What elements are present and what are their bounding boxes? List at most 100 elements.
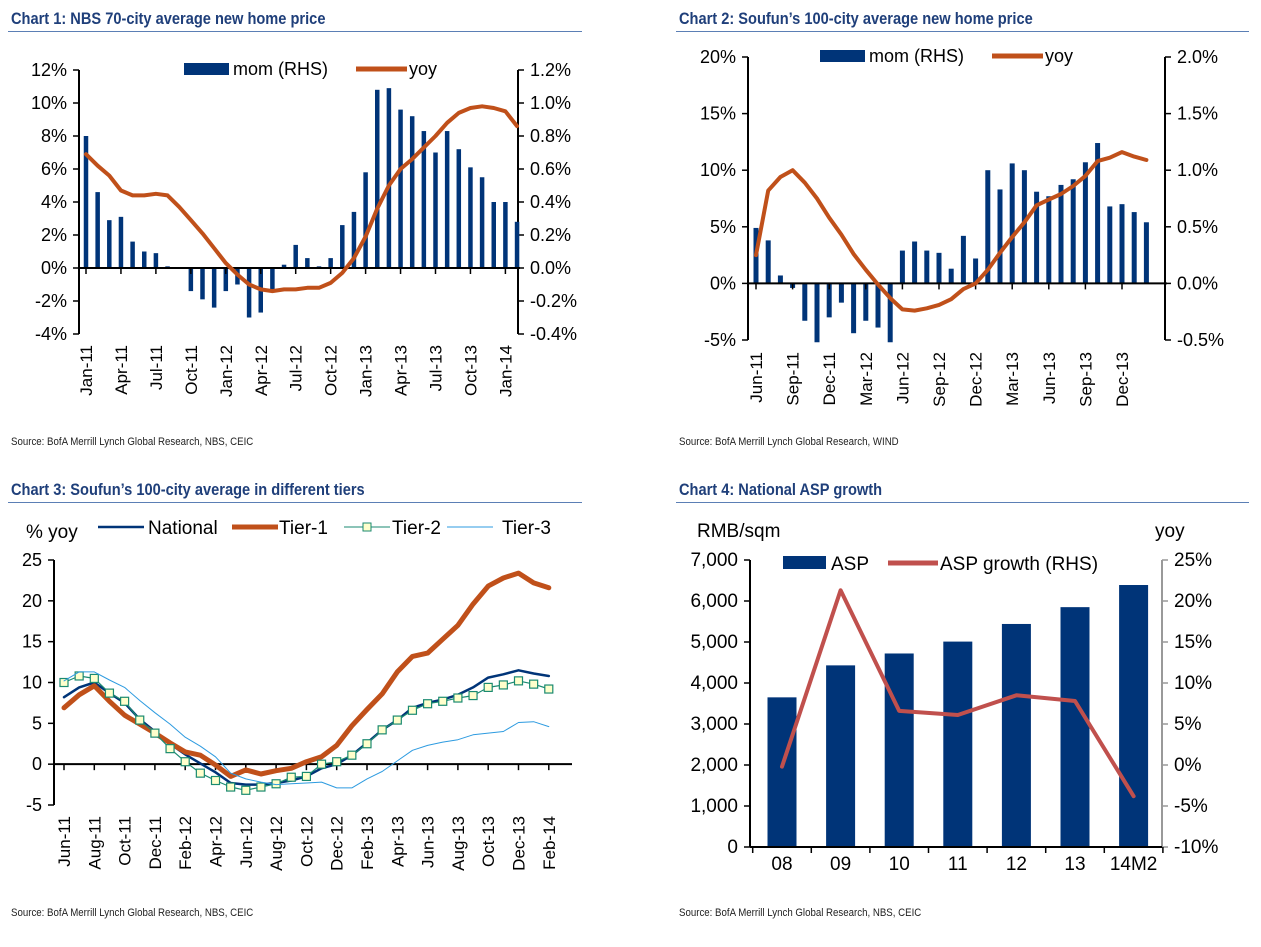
c1-line-yoy xyxy=(84,104,520,294)
c1-bar xyxy=(107,220,112,268)
c1-x-tick-label: Oct-13 xyxy=(461,345,480,396)
c4-x-tick-label: 12 xyxy=(1006,854,1027,875)
c3-x-tick-label: Feb-12 xyxy=(176,816,195,870)
c4-legend-label-growth: ASP growth (RHS) xyxy=(940,554,1098,575)
c1-bar xyxy=(468,167,473,268)
c3-x-tick-label: Aug-13 xyxy=(449,816,468,871)
c2-left-tick-label: 0% xyxy=(710,273,736,293)
c4-x-tick-label: 14M2 xyxy=(1110,854,1158,875)
c1-bar xyxy=(188,268,194,292)
chart3-source: Source: BofA Merrill Lynch Global Resear… xyxy=(11,907,254,919)
c3-marker xyxy=(513,676,524,686)
c3-left-tick-label: 5 xyxy=(32,713,42,733)
c3-x-tick-label: Apr-13 xyxy=(388,816,407,867)
c1-left-tick-label: -4% xyxy=(35,324,67,344)
c2-x-tick-label: Jun-11 xyxy=(747,352,766,403)
c4-bar xyxy=(1060,607,1090,847)
c1-chart: -4% -2% 0% 2% 4% 6% 8% 10% 12% -0.4% -0.2% 0.0% 0.2%… xyxy=(31,59,577,397)
c4-right-tick-label: 0% xyxy=(1174,755,1202,776)
c2-bar xyxy=(936,252,942,284)
c1-x-tick-label: Apr-11 xyxy=(112,345,131,395)
c3-marker xyxy=(392,715,402,725)
c1-bar xyxy=(351,211,357,268)
chart2-source: Source: BofA Merrill Lynch Global Resear… xyxy=(679,436,899,448)
c1-bar xyxy=(409,116,415,268)
c2-bar xyxy=(875,283,881,328)
c2-line-yoy xyxy=(754,150,1149,313)
chart1-source: Source: BofA Merrill Lynch Global Resear… xyxy=(11,436,254,448)
c2-x-tick-label: Dec-11 xyxy=(820,352,839,406)
c2-bar xyxy=(1082,162,1088,284)
c1-bar xyxy=(363,172,368,268)
chart4-source: Source: BofA Merrill Lynch Global Resear… xyxy=(679,907,922,919)
c1-bar xyxy=(444,131,450,268)
c3-x-tick-label: Oct-12 xyxy=(297,816,316,867)
c2-bar xyxy=(1070,179,1076,284)
c4-left-tick-label: 2,000 xyxy=(690,755,738,776)
c1-x-tick-label: Jul-13 xyxy=(427,345,446,391)
c1-x-tick-label: Jul-11 xyxy=(147,345,166,390)
c3-marker xyxy=(119,696,130,706)
c4-x-tick-label: 09 xyxy=(830,854,851,875)
c3-x-tick-label: Jun-12 xyxy=(237,816,256,868)
c3-marker xyxy=(241,785,251,795)
c3-marker xyxy=(468,690,478,701)
c4-bar xyxy=(1119,585,1149,847)
c2-x-tick-label: Sep-12 xyxy=(930,352,949,407)
c2-bar xyxy=(1021,170,1027,284)
c3-marker xyxy=(529,679,539,689)
c2-legend-label-mom: mom (RHS) xyxy=(869,46,964,66)
c2-bar xyxy=(765,240,771,284)
c1-bar xyxy=(270,268,275,292)
c3-line-tier-1 xyxy=(61,570,552,779)
c3-marker xyxy=(226,782,236,792)
c2-bar xyxy=(1119,204,1125,284)
c3-left-tick-label: -5 xyxy=(26,795,42,815)
c3-x-tick-label: Aug-12 xyxy=(267,816,286,871)
c2-right-tick-label: 1.5% xyxy=(1177,104,1218,124)
c4-right-tick-label: 25% xyxy=(1174,550,1212,571)
c4-right-tick-label: 15% xyxy=(1174,632,1212,653)
c4-left-tick-label: 1,000 xyxy=(690,796,738,817)
c2-left-tick-label: 20% xyxy=(700,47,736,67)
c1-x-tick-label: Jan-13 xyxy=(357,345,376,397)
c3-marker xyxy=(347,750,357,760)
c2-bar xyxy=(1143,222,1149,284)
c1-legend-label-mom: mom (RHS) xyxy=(233,59,328,79)
c3-left-tick-label: 10 xyxy=(22,673,42,693)
c4-x-tick-label: 08 xyxy=(771,854,792,875)
c1-bar xyxy=(456,149,462,268)
c1-x-tick-label: Apr-13 xyxy=(392,345,411,396)
c3-marker xyxy=(59,677,69,688)
c1-left-tick-label: 6% xyxy=(41,159,67,179)
c2-bar xyxy=(912,241,918,284)
c2-bar xyxy=(826,283,832,318)
c2-bar xyxy=(924,250,930,284)
c4-left-tick-label: 5,000 xyxy=(690,632,738,653)
c2-bar xyxy=(863,283,869,321)
c4-right-tick-label: 5% xyxy=(1174,714,1202,735)
c1-bar xyxy=(95,192,100,268)
c1-bar xyxy=(211,268,217,308)
c3-marker xyxy=(256,782,266,792)
chart1-title-rule xyxy=(8,31,582,32)
c2-legend-swatch-mom xyxy=(820,50,865,62)
c2-x-tick-label: Dec-12 xyxy=(967,352,986,407)
c1-x-tick-label: Jul-12 xyxy=(287,345,306,391)
c3-marker xyxy=(498,680,508,690)
c1-right-tick-label: 0.4% xyxy=(530,192,571,212)
c3-marker xyxy=(135,715,145,725)
c1-legend-label-yoy: yoy xyxy=(409,59,437,79)
c3-marker xyxy=(301,771,311,782)
c2-bar xyxy=(802,283,808,321)
c4-legend-label-asp: ASP xyxy=(831,554,869,575)
c3-x-tick-label: Jun-13 xyxy=(419,816,438,868)
c3-marker xyxy=(423,699,433,709)
c3-marker xyxy=(377,725,387,735)
c3-x-tick-label: Oct-11 xyxy=(116,816,135,866)
c1-left-tick-label: 0% xyxy=(41,258,67,278)
c2-bar xyxy=(814,283,820,343)
c1-right-tick-label: 0.8% xyxy=(530,126,571,146)
c3-legend-label-tier-1: Tier-1 xyxy=(279,518,328,539)
